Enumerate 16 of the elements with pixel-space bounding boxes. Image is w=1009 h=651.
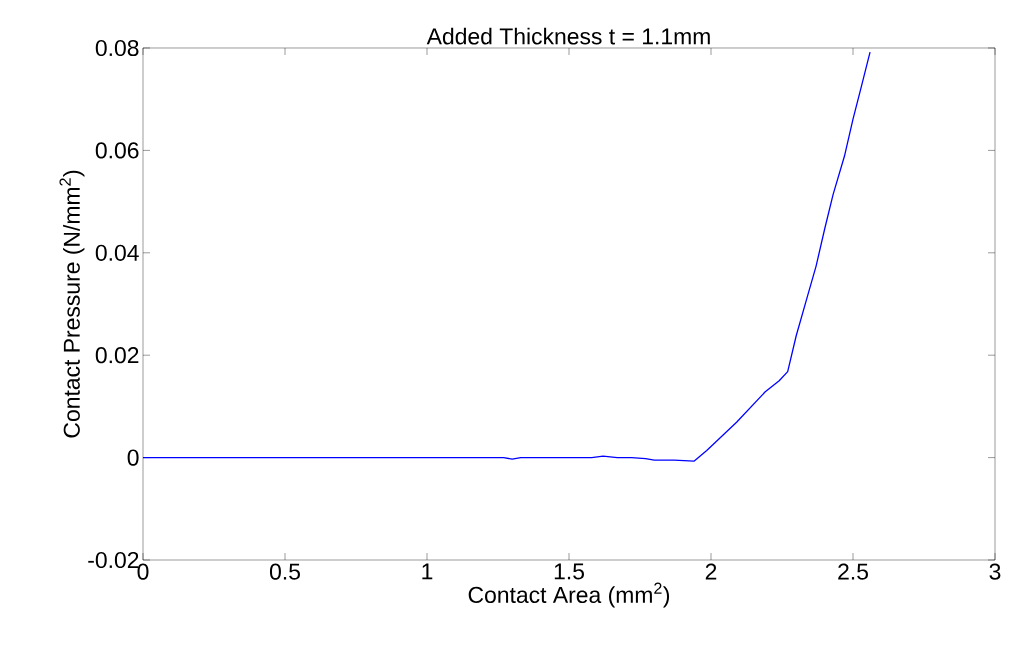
y-tick-label: 0 [127, 449, 139, 466]
y-tick-label: 0.02 [95, 347, 139, 364]
x-tick-label: 2.5 [838, 563, 868, 580]
y-tick-label: -0.02 [88, 551, 139, 569]
x-tick-label: 1.5 [554, 563, 584, 580]
x-tick-label: 0.5 [269, 563, 300, 580]
line-series [143, 51, 871, 462]
y-tick-label: 0.08 [95, 39, 139, 57]
x-tick-label: 1 [422, 563, 433, 580]
y-tick-label: 0.06 [95, 142, 139, 159]
y-tick-label: 0.04 [95, 244, 139, 261]
x-tick-label: 3 [989, 563, 1001, 580]
x-tick-label: 2 [705, 563, 717, 580]
x-axis-title: Contact Area (mm$^{2}$) [468, 582, 670, 608]
y-axis-title: Contact Pressure (N/mm$^{2}$) [59, 170, 85, 438]
chart-title: Added Thickness t = 1.1mm [426, 27, 710, 45]
